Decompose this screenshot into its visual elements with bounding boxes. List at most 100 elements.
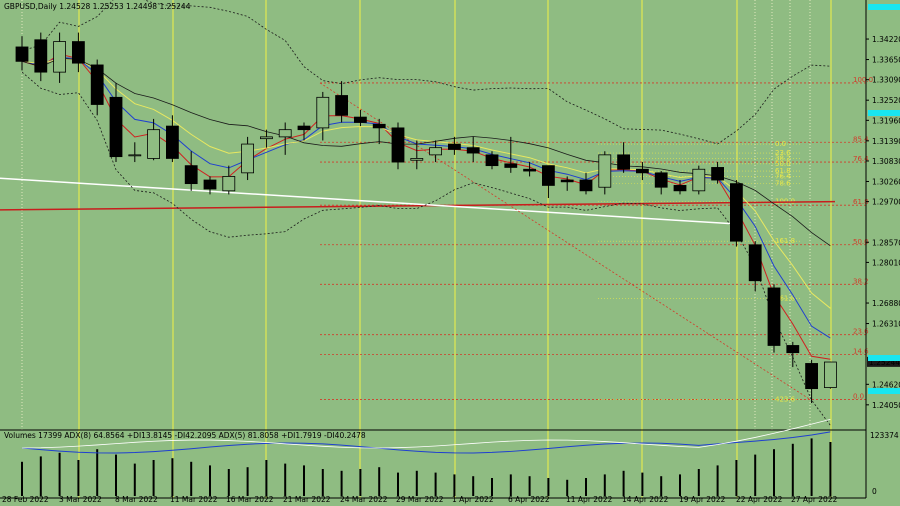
fib-extension-label: 23.6	[775, 149, 791, 157]
indicator-header: Volumes 17399 ADX(8) 64.8564 +DI13.8145 …	[4, 431, 366, 440]
candle-body	[241, 143, 255, 174]
candle-body	[109, 96, 123, 158]
price-tick-label: 1.31390	[872, 137, 900, 146]
date-tick-label: 16 Mar 2022	[226, 495, 274, 504]
date-tick-label: 6 Apr 2022	[508, 495, 550, 504]
date-tick-label: 28 Feb 2022	[2, 495, 49, 504]
candle-body	[278, 129, 292, 138]
candle-body	[523, 168, 536, 172]
fib-level-label: 100.0	[853, 76, 873, 84]
candle-body	[316, 96, 330, 129]
candlesticks	[15, 32, 837, 404]
price-tick-label: 1.28570	[872, 238, 900, 247]
price-tick-label: 1.26880	[872, 299, 900, 308]
candle-body	[447, 143, 461, 150]
candle-body	[128, 154, 142, 157]
fib-extension-label: 38.2	[775, 154, 791, 162]
price-tick-label: 1.34220	[872, 35, 900, 44]
date-tick-label: 29 Mar 2022	[396, 495, 444, 504]
candle-body	[805, 363, 818, 390]
candle-body	[429, 147, 443, 156]
date-tick-label: 11 Apr 2022	[566, 495, 613, 504]
price-tick-label: 1.32520	[872, 96, 900, 105]
date-tick-label: 8 Mar 2022	[115, 495, 158, 504]
candle-body	[560, 179, 574, 183]
bollinger-lower	[21, 71, 831, 426]
candle-body	[485, 154, 499, 167]
candle-body	[53, 41, 66, 73]
date-tick-label: 21 Mar 2022	[283, 495, 331, 504]
candle-body	[786, 345, 800, 354]
fib-extension-label: 61.8	[775, 167, 791, 175]
price-tick-label: 1.24620	[872, 380, 900, 389]
fib-level-label: 23.6	[853, 328, 869, 336]
candle-body	[203, 179, 217, 190]
level-marker	[868, 4, 900, 10]
candle-body	[184, 165, 198, 185]
white-trendline	[0, 177, 736, 225]
volume-max-label: 123374	[870, 431, 899, 440]
date-tick-label: 11 Mar 2022	[170, 495, 218, 504]
candle-body	[353, 116, 367, 123]
symbol-header: GBPUSD,Daily 1.24528 1.25253 1.24498 1.2…	[4, 2, 191, 11]
price-tick-label: 1.28010	[872, 258, 900, 267]
candle-body	[673, 185, 687, 192]
fib-extension-label: 50.0	[775, 160, 791, 168]
fib-extension-label: 78.6	[775, 180, 791, 188]
price-tick-label: 1.31960	[872, 116, 900, 125]
candle-body	[15, 46, 29, 62]
candle-body	[410, 158, 424, 161]
candle-body	[259, 136, 273, 140]
candle-body	[692, 168, 706, 192]
fib-extension-label: 0.0	[775, 140, 786, 148]
date-tick-label: 14 Apr 2022	[622, 495, 669, 504]
price-tick-label: 1.33650	[872, 56, 900, 65]
di-line	[21, 419, 831, 449]
fibonacci-levels: 100.085.476.461.850.038.223.614.60.00.02…	[320, 76, 873, 403]
price-tick-label: 1.30260	[872, 177, 900, 186]
candle-body	[542, 165, 555, 186]
last-price-tag	[867, 356, 900, 367]
date-tick-label: 19 Apr 2022	[679, 495, 726, 504]
fib-extension-label: 76.4	[775, 172, 791, 180]
candle-body	[711, 167, 724, 181]
candle-body	[165, 125, 179, 159]
candle-body	[297, 125, 311, 131]
fib-level-label: 0.0	[853, 392, 864, 400]
volume-zero-label: 0	[872, 487, 877, 496]
last-price-label: 1.25244	[869, 358, 900, 367]
level-marker	[868, 110, 900, 116]
fib-level-label: 14.6	[853, 347, 869, 355]
candle-body	[748, 244, 762, 282]
candle-body	[72, 41, 85, 64]
candle-body	[34, 39, 48, 73]
volume-adx-panel: 123374 0	[0, 419, 899, 496]
bollinger-upper	[21, 0, 831, 145]
candle-body	[466, 147, 480, 154]
price-tick-label: 1.26310	[872, 320, 900, 329]
fib-level-label: 38.2	[853, 277, 869, 285]
fib-level-label: 85.4	[853, 135, 869, 143]
date-tick-label: 1 Apr 2022	[452, 495, 494, 504]
candle-body	[372, 123, 386, 129]
date-tick-label: 22 Apr 2022	[736, 495, 783, 504]
candle-body	[730, 183, 743, 242]
price-tick-label: 1.29700	[872, 198, 900, 207]
date-tick-label: 3 Mar 2022	[59, 495, 102, 504]
candle-body	[654, 172, 668, 188]
candle-body	[767, 287, 781, 346]
level-marker	[868, 355, 900, 361]
date-tick-label: 24 Mar 2022	[340, 495, 388, 504]
date-tick-label: 27 Apr 2022	[791, 495, 838, 504]
price-tick-label: 1.24050	[872, 401, 900, 410]
fib-level-label: 76.4	[853, 155, 869, 163]
level-marker	[868, 388, 900, 394]
adx-line	[21, 431, 831, 454]
time-axis: 28 Feb 2022 3 Mar 2022 8 Mar 2022 11 Mar 20…	[0, 495, 866, 504]
candle-body	[90, 64, 104, 105]
fib-level-label: 61.8	[853, 198, 869, 206]
candle-body	[222, 176, 236, 192]
fib-level-label: 50.0	[853, 238, 869, 246]
price-tick-label: 1.33090	[872, 76, 900, 85]
